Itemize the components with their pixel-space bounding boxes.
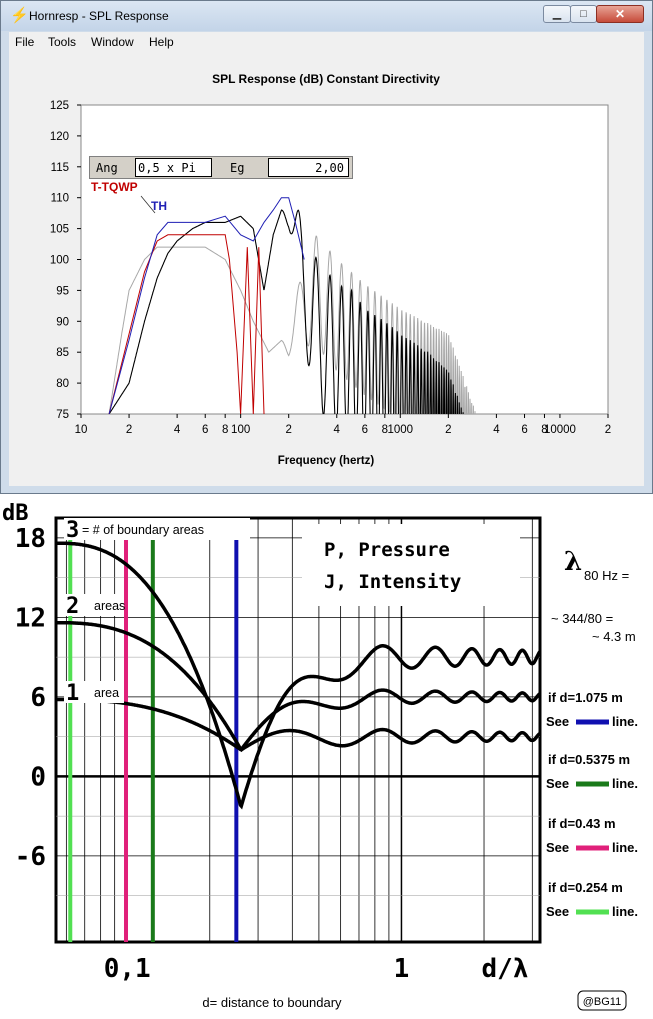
- boundary-count: 1: [66, 681, 79, 706]
- menu-bar: File Tools Window Help: [9, 32, 644, 53]
- note-see: See: [546, 776, 569, 791]
- x-tick-label: 2: [126, 424, 132, 436]
- y-tick-label: 120: [50, 131, 69, 143]
- series-line-2: [108, 209, 464, 414]
- label-bg: [64, 594, 124, 616]
- note-line: line.: [612, 714, 638, 729]
- title-bar[interactable]: ⚡ Hornresp - SPL Response ▁ □ ✕: [1, 1, 652, 31]
- note-condition: if d=0.254 m: [548, 880, 623, 895]
- boundary-text: = # of boundary areas: [82, 523, 204, 537]
- note-line: line.: [612, 840, 638, 855]
- lambda-subscript: 80 Hz =: [584, 568, 629, 583]
- boundary-curve-2: [56, 620, 541, 753]
- x-tick-label: 4: [334, 424, 341, 436]
- parameter-panel: Ang 0,5 x Pi Eg 2,00: [89, 156, 353, 179]
- x-end-label: d/λ: [482, 954, 529, 984]
- lambda-value: ~ 4.3 m: [592, 629, 636, 644]
- boundary-text: areas: [94, 599, 125, 613]
- x-tick-label: 100: [231, 424, 250, 436]
- annotation-pointer: [140, 195, 156, 214]
- y-tick-label: 115: [51, 162, 69, 174]
- eg-label: Eg: [230, 161, 245, 175]
- x-tick-label: 4: [174, 424, 181, 436]
- y-tick-label: 12: [15, 603, 46, 633]
- note-condition: if d=0.5375 m: [548, 752, 630, 767]
- boundary-curve-3: [56, 541, 542, 810]
- note-condition: if d=0.43 m: [548, 816, 616, 831]
- window-title: Hornresp - SPL Response: [29, 9, 169, 23]
- x-tick-label: 2: [445, 424, 451, 436]
- y-tick-label: 6: [30, 683, 46, 713]
- lambda-calc: ~ 344/80 =: [551, 611, 613, 626]
- label-bg: [64, 518, 250, 540]
- eg-input[interactable]: 2,00: [268, 158, 349, 177]
- note-line: line.: [612, 776, 638, 791]
- credit-box: [577, 990, 627, 1011]
- y-tick-label: 18: [15, 524, 46, 554]
- ang-input[interactable]: 0,5 x Pi: [135, 158, 212, 177]
- x-tick-label: 4: [493, 424, 500, 436]
- minimize-button[interactable]: ▁: [543, 5, 571, 23]
- legend-pressure: P, Pressure: [324, 539, 450, 561]
- x-tick-label: 10000: [544, 424, 576, 436]
- chart-panel: SPL Response (dB) Constant Directivity 10…: [9, 53, 644, 486]
- maximize-button[interactable]: □: [570, 5, 597, 23]
- close-button[interactable]: ✕: [596, 5, 644, 23]
- menu-window[interactable]: Window: [91, 35, 134, 49]
- y-tick-label: 100: [50, 255, 69, 267]
- lambda-symbol: λ: [564, 547, 582, 577]
- x-tick-label: 1000: [387, 424, 413, 436]
- y-tick-label: 80: [56, 378, 69, 390]
- y-tick-label: 85: [56, 347, 69, 359]
- boundary-count: 2: [66, 594, 79, 619]
- x-tick-label: 10: [75, 424, 88, 436]
- app-window: ⚡ Hornresp - SPL Response ▁ □ ✕ File Too…: [0, 0, 653, 494]
- legend-box: [302, 524, 520, 606]
- x-tick-label: 8: [222, 424, 228, 436]
- menu-file[interactable]: File: [15, 35, 35, 49]
- note-line: line.: [612, 904, 638, 919]
- boundary-count: 3: [66, 518, 79, 543]
- menu-tools[interactable]: Tools: [48, 35, 77, 49]
- y-tick-label: -6: [15, 842, 46, 872]
- x-tick-label: 6: [521, 424, 527, 436]
- x-tick-label: 2: [605, 424, 611, 436]
- menu-help[interactable]: Help: [149, 35, 174, 49]
- x-axis-label: d= distance to boundary: [202, 995, 342, 1010]
- x-tick-label: 1: [394, 954, 410, 984]
- y-tick-label: 105: [50, 224, 69, 236]
- x-tick-label: 8: [541, 424, 547, 436]
- x-tick-label: 6: [202, 424, 208, 436]
- note-condition: if d=1.075 m: [548, 690, 623, 705]
- boundary-text: area: [94, 686, 119, 700]
- x-tick-label: 8: [382, 424, 388, 436]
- plot-series: [108, 197, 476, 414]
- spl-response-chart: SPL Response (dB) Constant Directivity 10…: [50, 72, 611, 467]
- x-tick-label: 6: [362, 424, 368, 436]
- legend-intensity: J, Intensity: [324, 571, 461, 593]
- boundary-curve-1: [56, 697, 541, 752]
- x-tick-label: 0,1: [104, 954, 151, 984]
- y-tick-label: 110: [51, 193, 69, 205]
- note-see: See: [546, 714, 569, 729]
- y-tick-label: 0: [30, 762, 46, 792]
- credit-text: @BG11: [583, 996, 621, 1008]
- lightning-icon: ⚡: [10, 7, 29, 24]
- y-tick-label: 95: [56, 285, 69, 297]
- label-bg: [64, 681, 124, 703]
- y-tick-label: 75: [56, 409, 69, 421]
- y-axis-label: dB: [2, 501, 29, 526]
- series-line-0: [108, 197, 305, 414]
- chart-title: SPL Response (dB) Constant Directivity: [212, 72, 440, 86]
- note-see: See: [546, 840, 569, 855]
- x-axis-label: Frequency (hertz): [278, 455, 375, 467]
- y-tick-label: 125: [50, 100, 69, 112]
- ang-label: Ang: [96, 161, 118, 175]
- note-see: See: [546, 904, 569, 919]
- tqwp-label: T-TQWP: [91, 180, 138, 194]
- th-label: TH: [151, 199, 167, 213]
- x-tick-label: 2: [286, 424, 292, 436]
- y-tick-label: 90: [56, 316, 69, 328]
